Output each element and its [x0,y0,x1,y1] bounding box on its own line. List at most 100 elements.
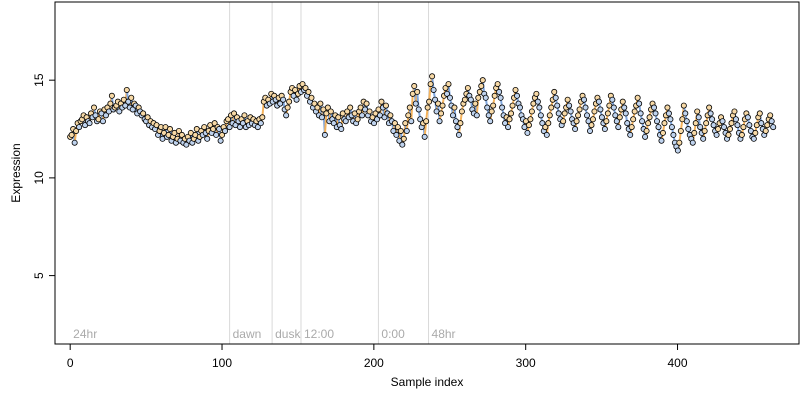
data-point [292,86,299,93]
data-point [728,120,735,127]
data-point [321,131,328,138]
data-point [403,127,410,134]
data-point [701,127,708,134]
data-point [710,122,717,129]
data-point [670,131,677,138]
data-point [616,114,623,121]
data-point [543,131,550,138]
data-point [381,114,388,121]
data-point [527,116,534,123]
data-point [555,110,562,117]
data-point [277,100,284,107]
data-point [713,131,720,138]
data-point [359,112,366,119]
data-point [636,100,643,107]
x-tick-label: 300 [516,356,536,370]
data-point [609,96,616,103]
data-point [371,120,378,127]
data-point [525,122,532,129]
data-point [86,120,93,127]
data-point [740,124,747,131]
data-point [588,122,595,129]
data-point [123,86,130,93]
data-point [576,106,583,113]
data-point [241,112,248,119]
data-point [327,108,334,115]
data-point [91,104,98,111]
data-point [490,102,497,109]
data-point [721,124,728,131]
data-point [552,94,559,101]
data-point [108,92,115,99]
x-axis: 0 100 200 300 400 [67,344,688,370]
data-point [646,114,653,121]
y-tick-label: 10 [32,171,46,185]
data-point [621,104,628,111]
data-point [575,112,582,119]
data-point [68,131,75,138]
data-point [302,84,309,91]
data-point [426,98,433,105]
data-point [631,108,638,115]
data-point [659,129,666,136]
data-point [378,98,385,105]
data-point [211,120,218,127]
data-point [427,81,434,88]
data-point [584,112,591,119]
data-point [573,118,580,125]
data-point [92,112,99,119]
data-point [664,104,671,111]
data-point [324,104,331,111]
data-point [537,112,544,119]
data-point [703,120,710,127]
data-point [539,120,546,127]
data-point [487,118,494,125]
data-point [76,124,83,131]
data-point [586,127,593,134]
data-point [317,100,324,107]
data-point [661,120,668,127]
data-point [634,94,641,101]
series-segment [323,113,328,135]
data-point [514,92,521,99]
data-point [408,118,415,125]
data-point [496,88,503,95]
data-point [731,108,738,115]
data-point [280,96,287,103]
data-point [429,73,436,80]
y-tick-label: 15 [32,73,46,87]
data-point [286,98,293,105]
data-point [102,112,109,119]
data-point [335,114,342,121]
data-point [446,94,453,101]
data-point [561,110,568,117]
data-point [506,116,513,123]
data-point [421,133,428,140]
plot-frame [54,1,800,345]
data-point [257,120,264,127]
marker-labels: 24hr dawn dusk 12:00 0:00 48hr [73,327,455,341]
data-point [560,118,567,125]
data-point [213,131,220,138]
data-point [642,133,649,140]
data-point [458,108,465,115]
marker-label: 12:00 [304,327,334,341]
data-point [254,124,261,131]
data-point [457,120,464,127]
data-point [225,116,232,123]
data-point [204,135,211,142]
series-points [67,73,777,154]
data-point [338,126,345,133]
data-point [201,124,208,131]
data-point [694,108,701,115]
data-point [144,114,151,121]
data-point [491,92,498,99]
data-point [692,120,699,127]
data-point [548,104,555,111]
data-point [709,116,716,123]
y-axis-label: Expression [9,143,23,202]
data-point [685,126,692,133]
data-point [706,104,713,111]
marker-label: 48hr [432,327,456,341]
x-tick-label: 0 [67,356,74,370]
